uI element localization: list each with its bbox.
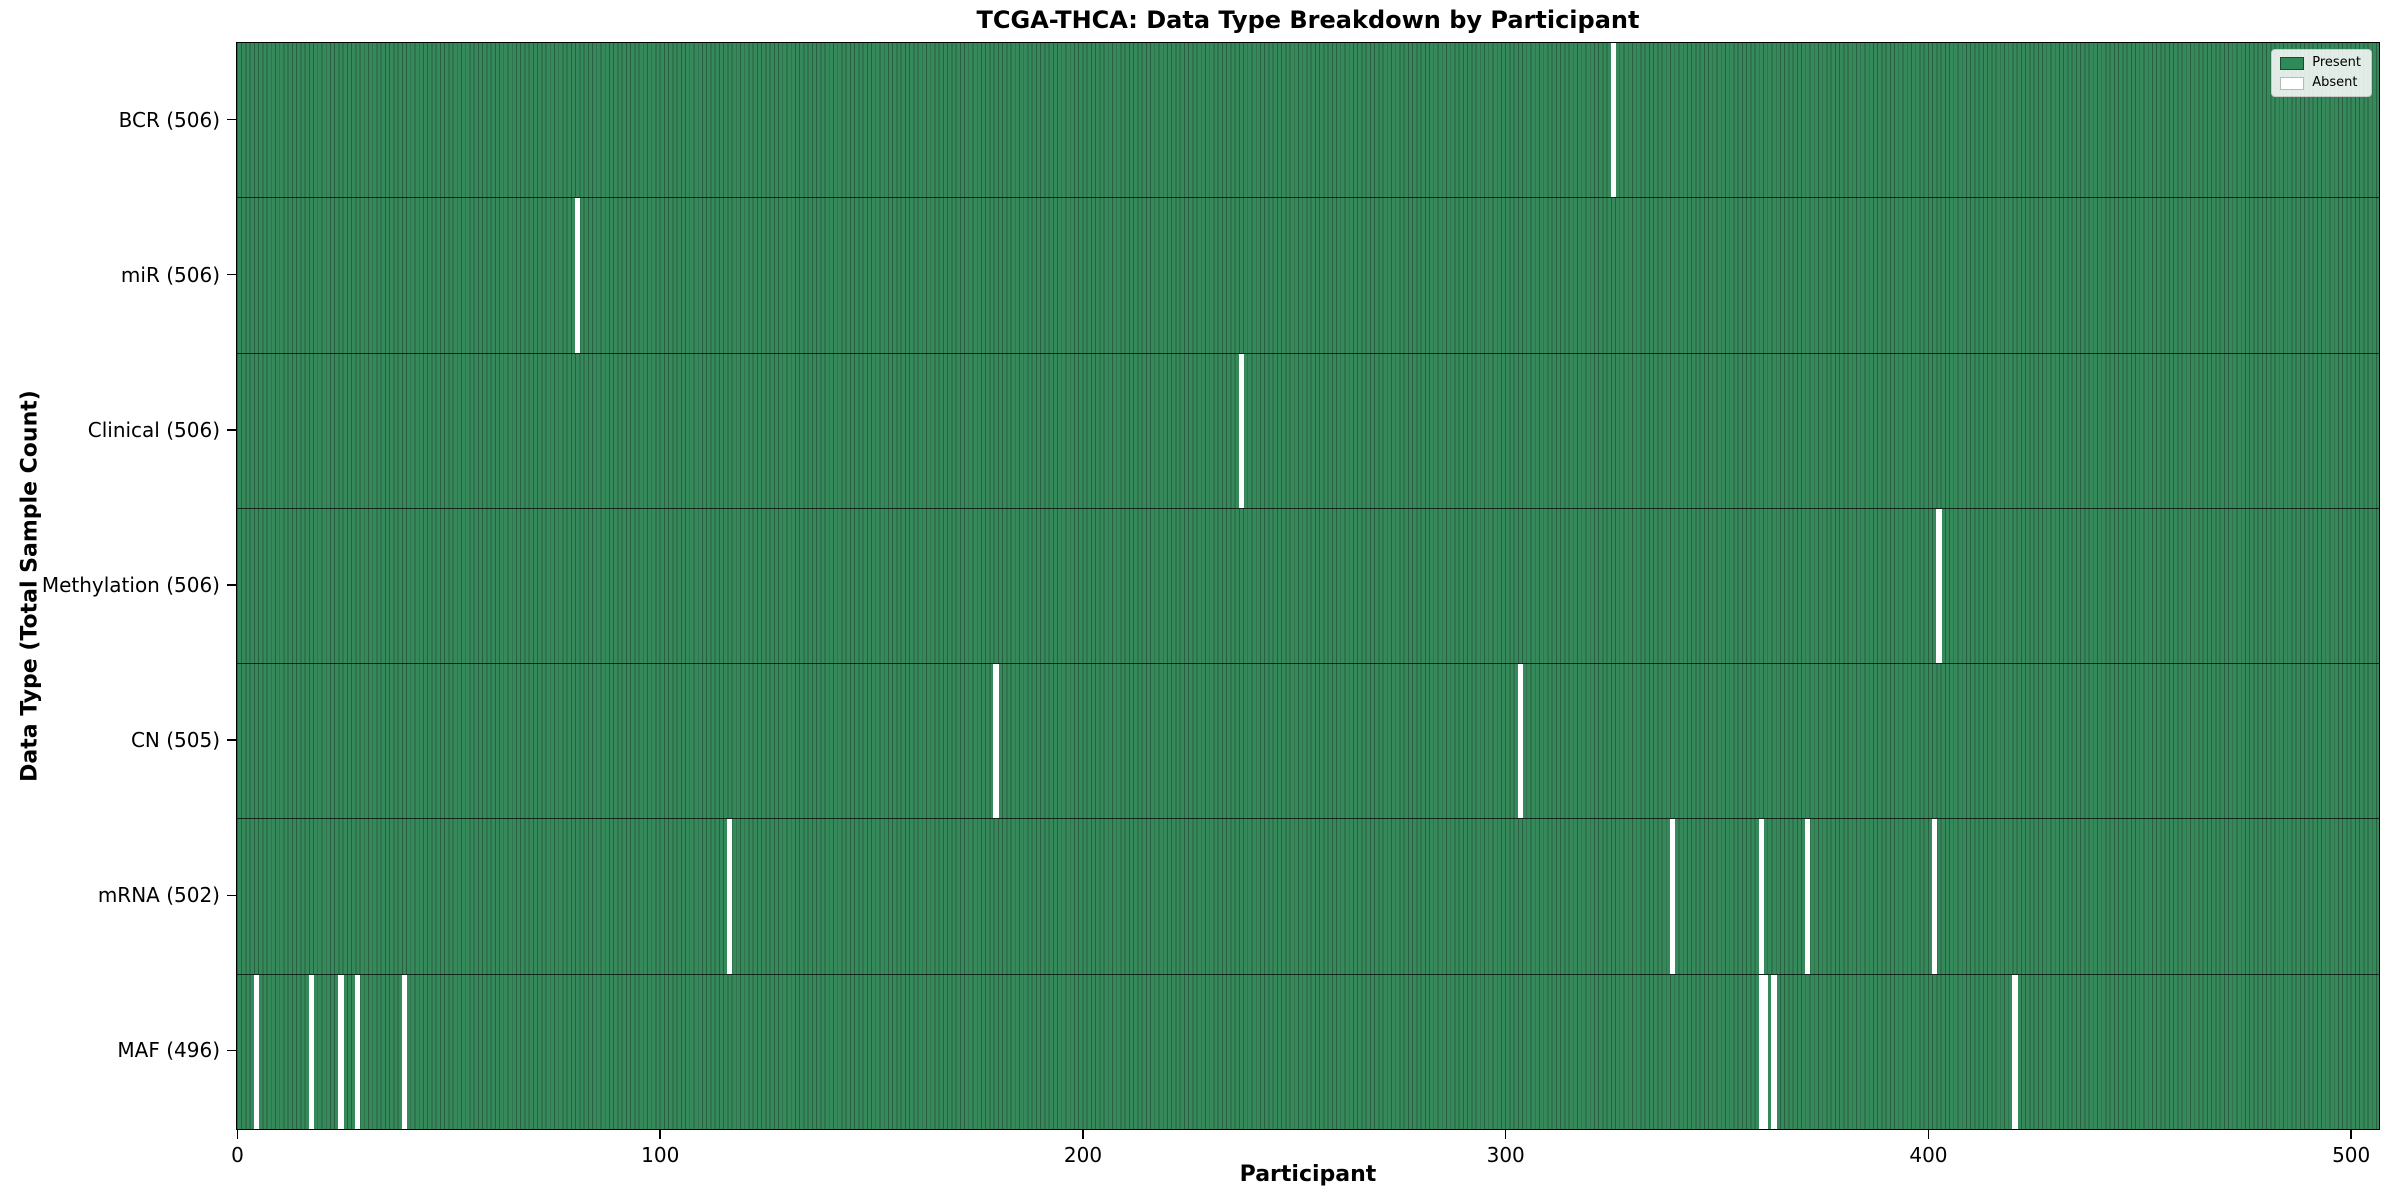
absent-gap-maf-17	[308, 974, 314, 1129]
y-tick-labels: BCR (506) miR (506) Clinical (506) Methylat…	[0, 42, 220, 1130]
row-methylation	[237, 507, 2379, 664]
absent-gap-mir-80	[574, 198, 581, 353]
legend-swatch-absent	[2280, 76, 2305, 90]
rows	[237, 43, 2379, 1129]
absent-gap-maf-361	[1762, 974, 1769, 1129]
absent-gap-maf-360	[1758, 974, 1764, 1129]
legend-label-absent: Absent	[2312, 75, 2358, 90]
y-tick-mark-maf	[227, 1049, 236, 1052]
absent-gap-mrna-116	[727, 819, 733, 974]
y-tick-label-clinical: Clinical (506)	[87, 417, 220, 442]
absent-gap-cn-303	[1517, 664, 1523, 819]
row-cn	[237, 663, 2379, 819]
x-axis: 0 100 200 300 400 500	[231, 1130, 2380, 1176]
y-tick-label-methylation: Methylation (506)	[41, 573, 220, 597]
absent-gap-methylation-402	[1936, 508, 1942, 664]
y-tick-mark-clinical	[227, 429, 236, 431]
row-mrna	[237, 818, 2379, 974]
y-tick-label-maf: MAF (496)	[117, 1038, 220, 1063]
absent-gap-cn-179	[993, 664, 999, 819]
x-tick-label-200: 200	[1063, 1143, 1103, 1167]
absent-gap-clinical-237	[1238, 353, 1244, 508]
absent-gap-maf-420	[2012, 974, 2018, 1129]
legend-item-absent: Absent	[2280, 76, 2361, 90]
x-tick-mark-500	[2350, 1130, 2352, 1139]
row-clinical	[237, 352, 2379, 508]
y-tick-label-mrna: mRNA (502)	[97, 883, 220, 908]
y-ticks	[227, 42, 236, 1130]
y-tick-mark-bcr	[227, 118, 236, 121]
legend-swatch-present	[2280, 56, 2305, 70]
absent-gap-mrna-360	[1758, 819, 1764, 974]
legend: Present Absent	[2271, 49, 2372, 97]
x-tick-mark-0	[236, 1130, 239, 1139]
y-tick-mark-methylation	[227, 584, 236, 586]
x-tick-mark-200	[1082, 1130, 1084, 1139]
x-tick-label-0: 0	[231, 1143, 244, 1167]
y-tick-mark-cn	[227, 739, 236, 741]
absent-gap-maf-363	[1771, 974, 1777, 1129]
x-tick-mark-300	[1504, 1130, 1507, 1139]
x-tick-label-400: 400	[1909, 1143, 1948, 1167]
absent-gap-bcr-325	[1610, 43, 1616, 198]
absent-gap-maf-28	[355, 974, 361, 1129]
y-tick-mark-mir	[227, 273, 236, 276]
chart-title: TCGA-THCA: Data Type Breakdown by Partic…	[976, 6, 1640, 34]
row-maf	[237, 973, 2379, 1129]
legend-item-present: Present	[2280, 56, 2361, 70]
x-tick-label-300: 300	[1486, 1143, 1525, 1167]
y-tick-mark-mrna	[227, 894, 236, 897]
row-mir	[237, 197, 2379, 353]
absent-gap-mrna-339	[1669, 819, 1676, 974]
y-tick-label-bcr: BCR (506)	[118, 107, 220, 132]
legend-label-present: Present	[2312, 55, 2361, 70]
plot-area: Present Absent	[236, 42, 2380, 1130]
x-axis-label: Participant	[1239, 1162, 1377, 1187]
y-tick-label-mir: miR (506)	[120, 262, 220, 287]
absent-gap-mrna-371	[1805, 819, 1811, 974]
x-tick-label-100: 100	[641, 1143, 680, 1167]
y-tick-label-cn: CN (505)	[130, 728, 220, 753]
absent-gap-maf-39	[401, 974, 407, 1129]
absent-gap-maf-24	[338, 974, 344, 1129]
absent-gap-maf-4	[253, 974, 260, 1129]
x-tick-label-500: 500	[2332, 1143, 2371, 1167]
absent-gap-mrna-401	[1931, 819, 1938, 974]
row-bcr	[237, 43, 2379, 198]
x-tick-mark-400	[1927, 1130, 1930, 1139]
x-tick-mark-100	[659, 1130, 661, 1139]
